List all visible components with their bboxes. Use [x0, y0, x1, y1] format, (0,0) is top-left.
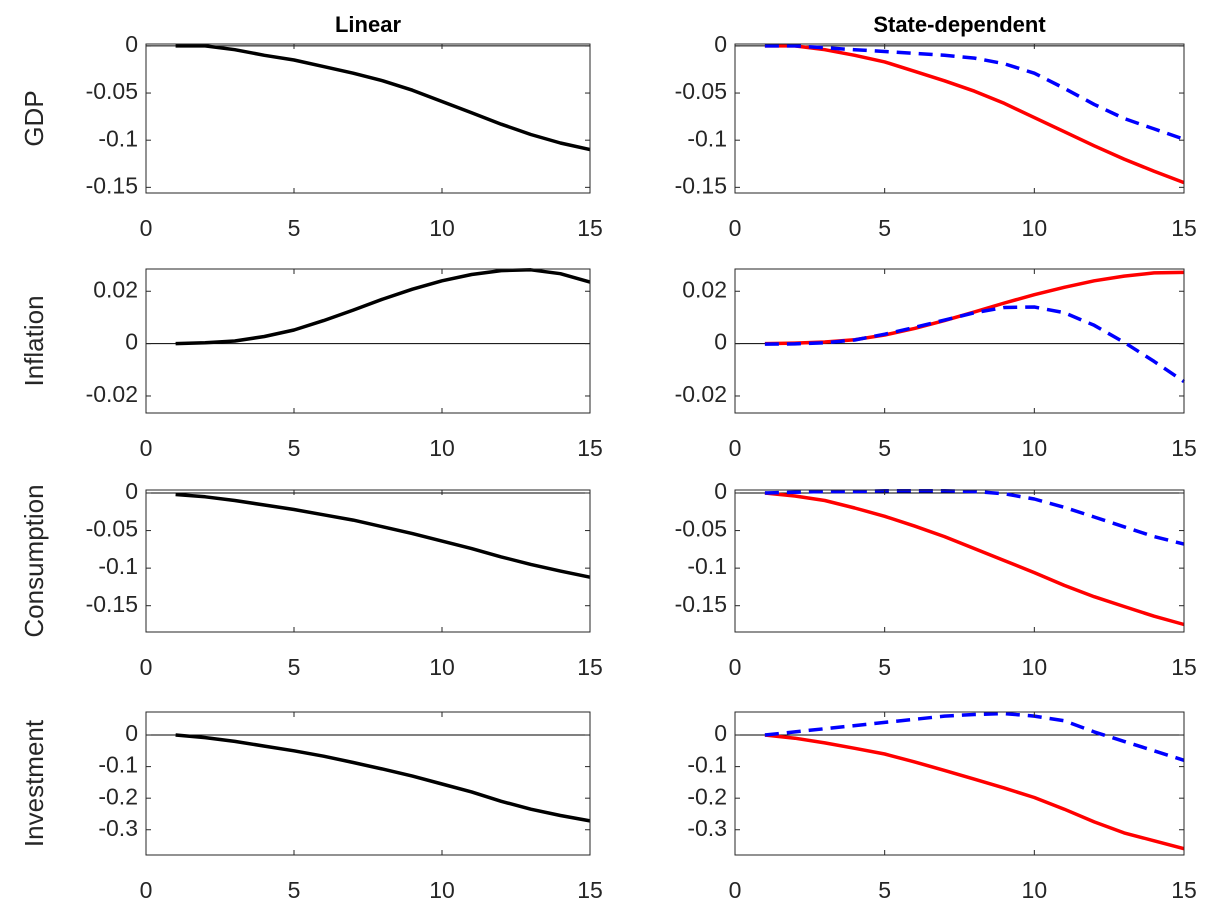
y-tick-label: 0 [125, 720, 138, 746]
y-tick-label: 0 [125, 329, 138, 355]
y-tick-label: -0.2 [687, 783, 727, 809]
data-line [764, 711, 1185, 762]
x-tick-label: 0 [729, 435, 742, 461]
y-tick-label: -0.2 [98, 783, 138, 809]
y-tick-label: 0 [125, 31, 138, 57]
chart-title: State-dependent [873, 12, 1046, 37]
data-line [175, 733, 591, 823]
x-tick-label: 15 [577, 654, 603, 680]
x-tick-label: 15 [577, 877, 603, 903]
x-tick-label: 5 [878, 215, 891, 241]
chart-title: Linear [335, 12, 401, 37]
x-tick-label: 15 [1171, 654, 1197, 680]
y-axis-label: Consumption [19, 484, 49, 637]
axes-box [734, 43, 1185, 194]
y-tick-label: -0.05 [675, 78, 727, 104]
y-axis-label: Investment [19, 719, 49, 847]
y-tick-label: -0.05 [86, 516, 138, 542]
y-tick-label: 0.02 [93, 276, 138, 302]
y-tick-label: -0.3 [98, 815, 138, 841]
x-tick-label: 0 [140, 654, 153, 680]
y-tick-label: -0.1 [687, 553, 727, 579]
data-line [764, 305, 1185, 384]
data-line [175, 268, 591, 346]
y-tick-label: -0.02 [86, 381, 138, 407]
x-tick-label: 15 [1171, 435, 1197, 461]
data-line [175, 44, 591, 152]
axes-box [145, 43, 591, 194]
y-tick-label: -0.1 [687, 752, 727, 778]
x-tick-label: 10 [429, 215, 455, 241]
y-tick-label: -0.1 [98, 752, 138, 778]
axes-box [145, 268, 591, 414]
x-tick-label: 5 [288, 215, 301, 241]
data-line [764, 733, 1185, 851]
y-tick-label: -0.1 [98, 553, 138, 579]
axes-box [145, 489, 591, 633]
x-tick-label: 0 [140, 435, 153, 461]
data-line [764, 491, 1185, 627]
x-tick-label: 5 [288, 654, 301, 680]
x-tick-label: 5 [288, 877, 301, 903]
x-tick-label: 10 [1022, 877, 1048, 903]
data-line [764, 44, 1185, 141]
x-tick-label: 15 [577, 435, 603, 461]
data-line [764, 44, 1185, 185]
x-tick-label: 10 [429, 654, 455, 680]
x-tick-label: 0 [140, 877, 153, 903]
x-tick-label: 5 [878, 877, 891, 903]
x-tick-label: 15 [577, 215, 603, 241]
y-tick-label: -0.15 [86, 172, 138, 198]
y-axis-label: GDP [19, 90, 49, 146]
axes-box [145, 711, 591, 856]
x-tick-label: 0 [729, 215, 742, 241]
y-tick-label: 0 [714, 329, 727, 355]
x-tick-label: 10 [429, 877, 455, 903]
y-tick-label: -0.3 [687, 815, 727, 841]
x-tick-label: 10 [429, 435, 455, 461]
x-tick-label: 5 [878, 654, 891, 680]
y-tick-label: -0.1 [98, 125, 138, 151]
x-tick-label: 10 [1022, 654, 1048, 680]
data-line [764, 489, 1185, 546]
x-tick-label: 0 [140, 215, 153, 241]
y-tick-label: 0 [714, 31, 727, 57]
y-tick-label: -0.05 [675, 516, 727, 542]
x-tick-label: 10 [1022, 215, 1048, 241]
x-tick-label: 5 [288, 435, 301, 461]
axes-box [734, 711, 1185, 856]
y-tick-label: 0 [714, 720, 727, 746]
x-tick-label: 0 [729, 654, 742, 680]
y-axis-label: Inflation [19, 295, 49, 386]
y-tick-label: 0 [714, 478, 727, 504]
axes-box [734, 268, 1185, 414]
y-tick-label: -0.05 [86, 78, 138, 104]
axes-box [734, 489, 1185, 633]
y-tick-label: -0.15 [86, 591, 138, 617]
x-tick-label: 15 [1171, 215, 1197, 241]
y-tick-label: -0.15 [675, 591, 727, 617]
y-tick-label: -0.02 [675, 381, 727, 407]
x-tick-label: 10 [1022, 435, 1048, 461]
y-tick-label: -0.15 [675, 172, 727, 198]
x-tick-label: 5 [878, 435, 891, 461]
y-tick-label: -0.1 [687, 125, 727, 151]
y-tick-label: 0.02 [682, 276, 727, 302]
data-line [175, 492, 591, 579]
x-tick-label: 15 [1171, 877, 1197, 903]
x-tick-label: 0 [729, 877, 742, 903]
data-line [764, 270, 1185, 346]
y-tick-label: 0 [125, 478, 138, 504]
